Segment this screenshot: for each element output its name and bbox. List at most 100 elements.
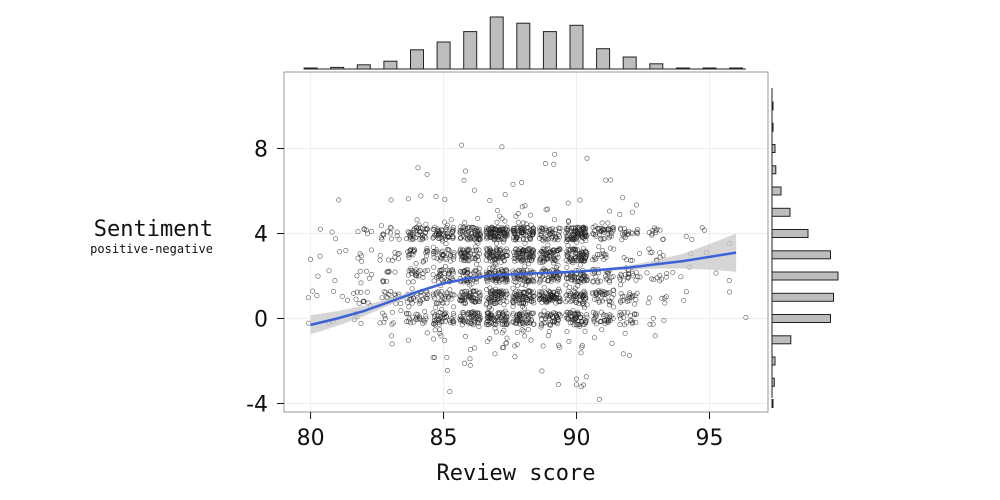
scatter-point	[574, 278, 580, 284]
scatter-point	[514, 252, 520, 258]
scatter-point	[405, 279, 411, 285]
scatter-point	[649, 231, 655, 237]
scatter-point	[460, 255, 466, 261]
scatter-point	[486, 305, 492, 311]
scatter-point	[392, 250, 398, 256]
scatter-point	[337, 249, 343, 255]
scatter-point	[423, 257, 429, 263]
scatter-point	[537, 250, 543, 256]
scatter-point	[469, 230, 475, 236]
scatter-point	[569, 297, 575, 303]
scatter-point	[476, 318, 482, 324]
scatter-point	[599, 291, 605, 297]
scatter-point	[484, 247, 490, 253]
scatter-point	[423, 221, 429, 227]
scatter-point	[307, 256, 313, 262]
scatter-point	[366, 275, 372, 281]
scatter-point	[600, 228, 606, 234]
scatter-point	[637, 274, 643, 280]
scatter-point	[542, 225, 548, 231]
scatter-point	[581, 226, 587, 232]
scatter-point	[407, 316, 413, 322]
scatter-point	[422, 234, 428, 240]
scatter-point	[581, 302, 587, 308]
scatter-point	[493, 300, 499, 306]
scatter-point	[590, 278, 596, 284]
scatter-point	[527, 296, 533, 302]
scatter-point	[439, 315, 445, 321]
scatter-point	[629, 257, 635, 263]
scatter-point	[549, 275, 555, 281]
scatter-point	[503, 252, 509, 258]
scatter-point	[664, 271, 670, 277]
scatter-point	[437, 309, 443, 315]
x-histogram-bar	[596, 48, 611, 70]
scatter-point	[600, 248, 606, 254]
scatter-point	[423, 250, 429, 256]
scatter-point	[516, 267, 522, 273]
scatter-point	[573, 382, 579, 388]
scatter-point	[310, 288, 316, 294]
scatter-point	[578, 272, 584, 278]
y-tick-label: 0	[254, 308, 268, 333]
scatter-point	[574, 376, 580, 382]
scatter-point	[472, 345, 478, 351]
x-tick-label: 95	[695, 426, 723, 451]
scatter-point	[462, 168, 468, 174]
x-axis-ticks: 80 85 90 95	[297, 412, 723, 451]
scatter-point	[422, 319, 428, 325]
scatter-point	[503, 277, 509, 283]
scatter-point	[565, 225, 571, 231]
scatter-point	[583, 248, 589, 254]
scatter-point	[554, 264, 560, 270]
scatter-point	[483, 246, 489, 252]
scatter-point	[518, 257, 524, 263]
scatter-point	[410, 252, 416, 258]
scatter-point	[522, 282, 528, 288]
scatter-point	[627, 257, 633, 263]
scatter-point	[504, 248, 510, 254]
scatter-point	[451, 250, 457, 256]
x-histogram-bar	[356, 64, 371, 70]
scatter-point	[601, 236, 607, 242]
scatter-point	[522, 333, 528, 339]
scatter-point	[406, 304, 412, 310]
scatter-point	[425, 267, 431, 273]
scatter-point	[487, 313, 493, 319]
scatter-point	[568, 274, 574, 280]
scatter-point	[522, 301, 528, 307]
scatter-point	[609, 294, 615, 300]
scatter-point	[578, 291, 584, 297]
scatter-point	[583, 374, 589, 380]
scatter-point	[594, 291, 600, 297]
scatter-point	[549, 226, 555, 232]
scatter-point	[578, 312, 584, 318]
scatter-point	[484, 236, 490, 242]
scatter-point	[484, 286, 490, 292]
scatter-point	[484, 338, 490, 344]
scatter-point	[388, 236, 394, 242]
scatter-point	[618, 273, 624, 279]
scatter-point	[498, 294, 504, 300]
scatter-point	[436, 316, 442, 322]
scatter-point	[530, 248, 536, 254]
scatter-point	[557, 344, 563, 350]
scatter-point	[581, 272, 587, 278]
scatter-point	[689, 236, 695, 242]
scatter-point	[527, 212, 533, 218]
scatter-point	[563, 312, 569, 318]
scatter-point	[450, 310, 456, 316]
scatter-point	[564, 315, 570, 321]
scatter-point	[629, 318, 635, 324]
scatter-point	[583, 320, 589, 326]
scatter-point	[386, 291, 392, 297]
scatter-point	[556, 225, 562, 231]
scatter-point	[527, 320, 533, 326]
scatter-point	[394, 229, 400, 235]
scatter-point	[590, 291, 596, 297]
scatter-point	[633, 202, 639, 208]
scatter-point	[552, 151, 558, 157]
scatter-point	[565, 237, 571, 243]
scatter-point	[636, 251, 642, 257]
scatter-point	[469, 298, 475, 304]
